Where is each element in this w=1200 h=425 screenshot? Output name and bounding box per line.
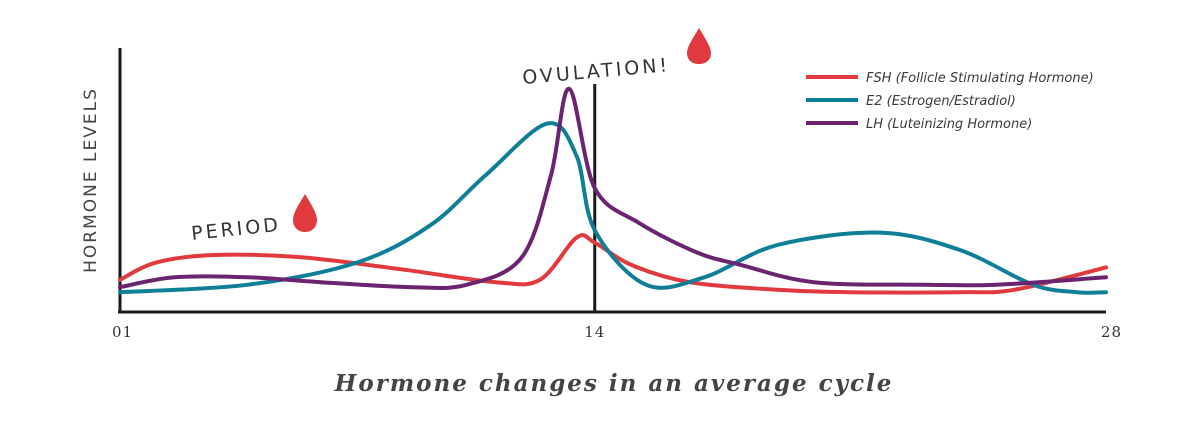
x-tick-label: 28 (1101, 323, 1122, 341)
x-tick-labels: 01 14 28 (112, 323, 1122, 341)
legend-label-fsh: FSH (Follicle Stimulating Hormone) (866, 71, 1094, 86)
legend-label-lh: LH (Luteinizing Hormone) (866, 117, 1032, 132)
series-line-e2 (118, 121, 1108, 295)
y-axis-label: HORMONE LEVELS (81, 87, 101, 273)
period-annotation: PERIOD (190, 194, 317, 245)
ovulation-label: OVULATION! (522, 54, 671, 89)
x-tick-label: 01 (112, 323, 133, 341)
series-line-fsh (118, 233, 1108, 295)
x-tick-label: 14 (584, 323, 605, 341)
blood-drop-icon (293, 194, 317, 232)
series-layer (118, 86, 1108, 295)
x-axis-label: Hormone changes in an average cycle (334, 370, 894, 397)
series-line-lh (118, 86, 1108, 290)
legend-label-e2: E2 (Estrogen/Estradiol) (866, 94, 1016, 109)
ovulation-annotation: OVULATION! (522, 28, 711, 89)
legend: FSH (Follicle Stimulating Hormone) E2 (E… (806, 71, 1094, 132)
blood-drop-icon (687, 28, 711, 64)
period-label: PERIOD (190, 214, 282, 245)
